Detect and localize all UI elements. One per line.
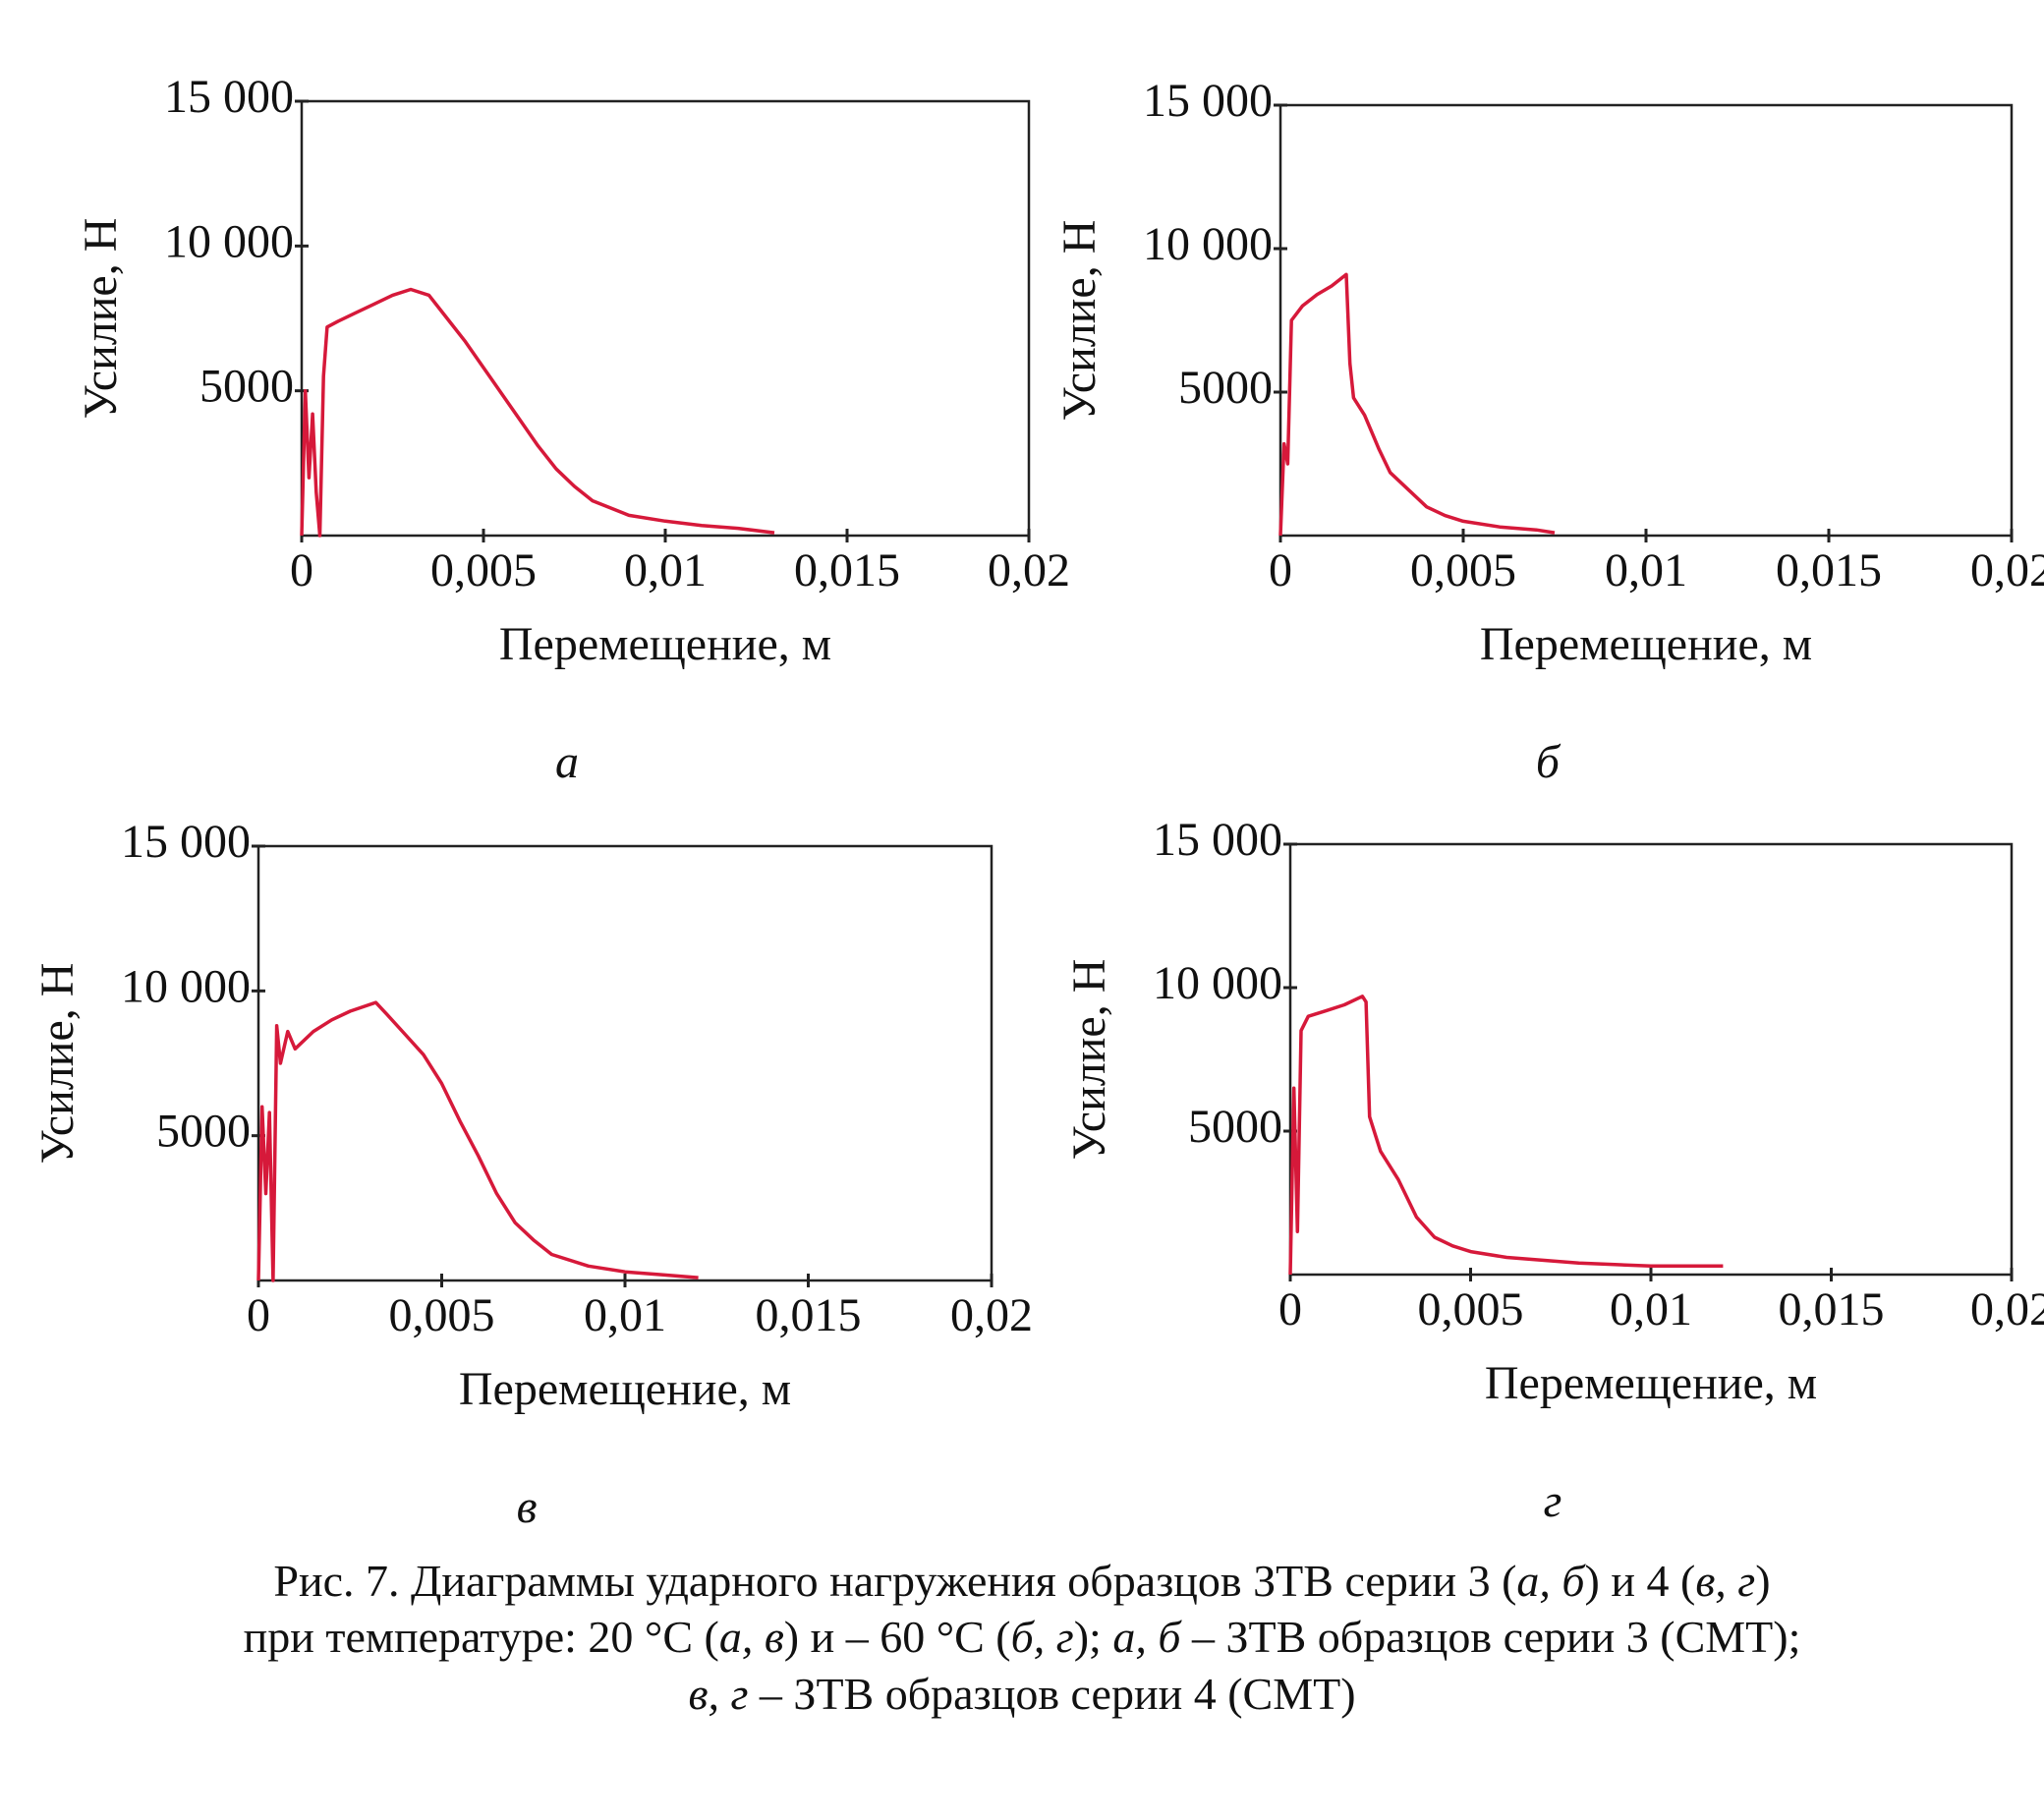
caption-segment: при температуре: 20 °С (	[244, 1612, 719, 1662]
caption-line: в, г – ЗТВ образцов серии 4 (СМТ)	[688, 1669, 1355, 1719]
caption-segment: а, б	[1112, 1612, 1182, 1662]
y-tick-label: 5000	[1188, 1101, 1282, 1153]
x-tick-label: 0,02	[1970, 1283, 2044, 1336]
y-tick-label: 15 000	[121, 816, 251, 868]
caption-segment: ) и – 60 °С (	[784, 1612, 1011, 1662]
x-axis-label: Перемещение, м	[459, 1363, 791, 1415]
x-tick-label: 0,015	[1776, 544, 1882, 597]
caption-line: Рис. 7. Диаграммы ударного нагружения об…	[273, 1556, 1770, 1606]
caption-line: при температуре: 20 °С (а, в) и – 60 °С …	[244, 1612, 1801, 1662]
data-line	[1278, 272, 1556, 537]
y-axis-label: Усилие, Н	[31, 963, 84, 1165]
plot-frame	[256, 844, 994, 1282]
panel-label: а	[555, 736, 579, 788]
data-line	[300, 287, 775, 538]
caption-segment: в, г	[688, 1669, 748, 1719]
y-axis-label: Усилие, Н	[1063, 959, 1115, 1161]
data-line	[256, 1000, 699, 1282]
x-axis-label: Перемещение, м	[499, 618, 831, 670]
x-tick-label: 0,005	[1410, 544, 1516, 597]
x-tick-label: 0,02	[1970, 544, 2044, 597]
caption-segment: Рис. 7. Диаграммы ударного нагружения об…	[273, 1556, 1516, 1606]
caption-segment: )	[1755, 1556, 1770, 1606]
x-tick-label: 0,015	[756, 1289, 862, 1341]
x-tick-label: 0,015	[1779, 1283, 1885, 1336]
x-tick-label: 0,005	[389, 1289, 495, 1341]
x-tick-label: 0,02	[988, 544, 1070, 597]
x-tick-label: 0,015	[794, 544, 900, 597]
y-tick-label: 5000	[1178, 362, 1273, 414]
x-tick-label: 0	[290, 544, 313, 597]
x-tick-label: 0,005	[1418, 1283, 1524, 1336]
y-tick-label: 15 000	[164, 71, 294, 123]
y-tick-label: 5000	[199, 361, 294, 413]
caption-segment: – ЗТВ образцов серии 4 (СМТ)	[748, 1669, 1355, 1719]
panel-label: в	[517, 1481, 538, 1533]
y-axis-label: Усилие, Н	[75, 218, 127, 420]
x-tick-label: 0,005	[430, 544, 537, 597]
panel-label: г	[1544, 1475, 1562, 1527]
data-line	[1288, 995, 1724, 1276]
caption-segment: ) и 4 (	[1585, 1556, 1696, 1606]
caption-segment: а, в	[719, 1612, 784, 1662]
y-tick-label: 10 000	[121, 960, 251, 1012]
y-tick-label: 10 000	[1143, 218, 1273, 270]
caption-segment: а, б	[1516, 1556, 1586, 1606]
x-tick-label: 0,01	[1605, 544, 1687, 597]
x-tick-label: 0,01	[1610, 1283, 1692, 1336]
panel-label: б	[1536, 736, 1561, 788]
x-tick-label: 0	[247, 1289, 270, 1341]
plot-frame	[1288, 842, 2014, 1277]
y-tick-label: 10 000	[164, 215, 294, 267]
plot-frame	[300, 99, 1031, 538]
y-tick-label: 15 000	[1143, 75, 1273, 127]
caption-segment: в, г	[1695, 1556, 1755, 1606]
x-tick-label: 0	[1269, 544, 1292, 597]
caption-segment: – ЗТВ образцов серии 3 (СМТ);	[1180, 1612, 1800, 1662]
y-tick-label: 10 000	[1153, 957, 1282, 1009]
caption-segment: );	[1074, 1612, 1113, 1662]
y-tick-label: 15 000	[1153, 814, 1282, 866]
x-tick-label: 0,01	[584, 1289, 666, 1341]
y-axis-label: Усилие, Н	[1053, 220, 1106, 422]
x-tick-label: 0	[1278, 1283, 1302, 1336]
x-tick-label: 0,01	[624, 544, 707, 597]
x-axis-label: Перемещение, м	[1480, 618, 1812, 670]
caption-segment: б, г	[1011, 1612, 1074, 1662]
x-axis-label: Перемещение, м	[1485, 1357, 1817, 1409]
x-tick-label: 0,02	[950, 1289, 1033, 1341]
y-tick-label: 5000	[156, 1106, 251, 1158]
